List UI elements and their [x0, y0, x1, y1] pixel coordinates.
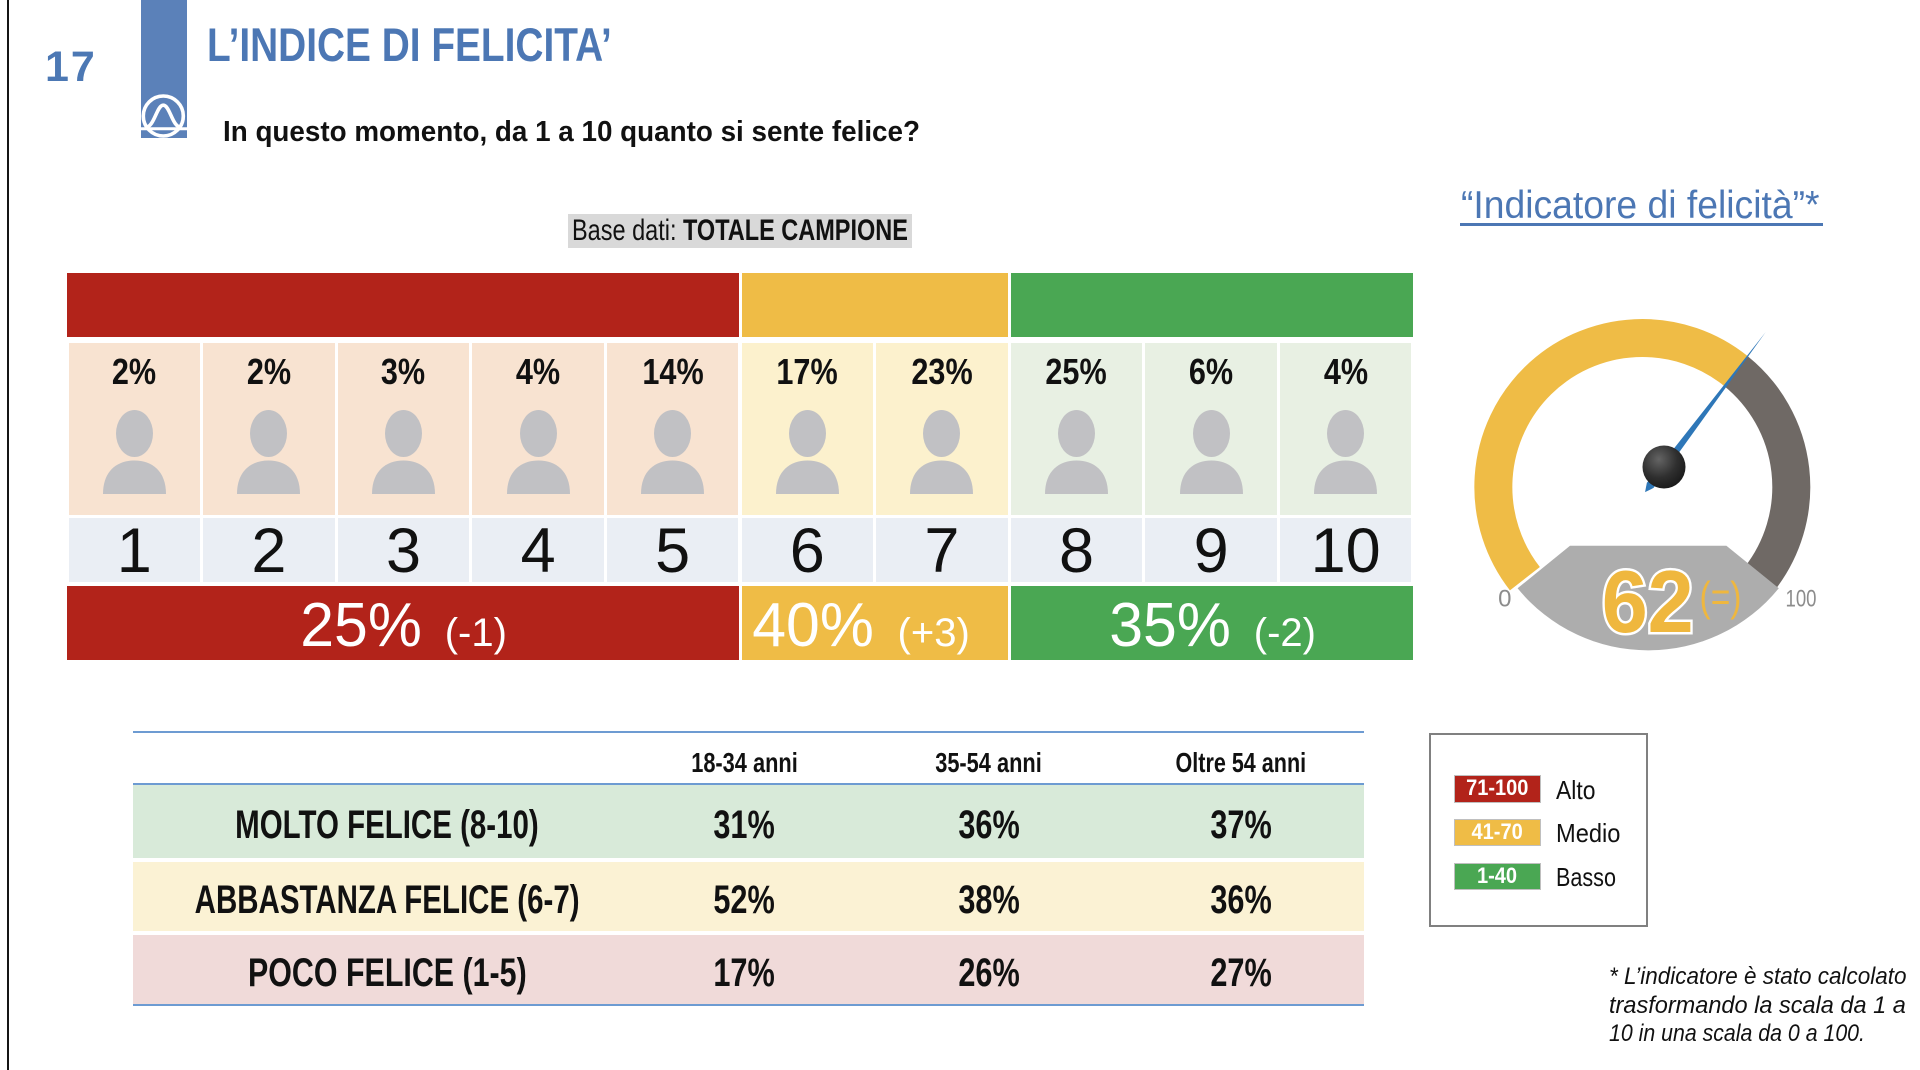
svg-text:100: 100 — [1786, 586, 1817, 613]
svg-text:(=): (=) — [1700, 573, 1742, 620]
svg-text:62: 62 — [1602, 552, 1694, 651]
svg-text:0: 0 — [1498, 586, 1511, 613]
